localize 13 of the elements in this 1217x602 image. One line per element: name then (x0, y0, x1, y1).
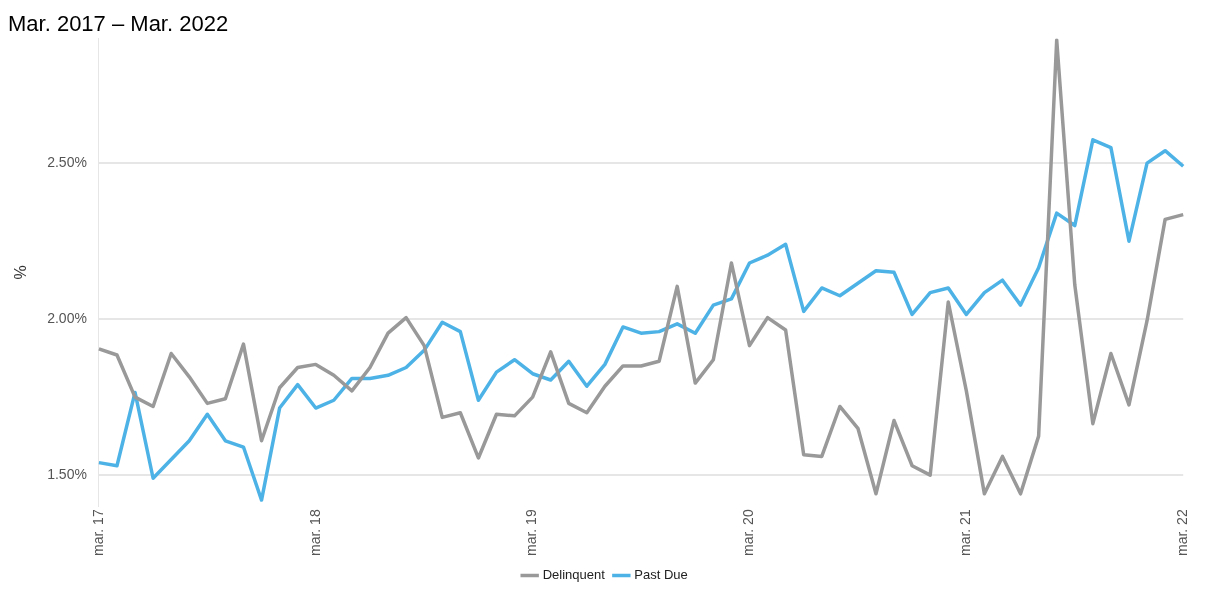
legend-label: Past Due (634, 567, 688, 583)
x-tick-label: mar. 20 (740, 509, 757, 557)
chart-title: Mar. 2017 – Mar. 2022 (8, 11, 229, 37)
legend-label: Delinquent (542, 567, 606, 583)
x-tick-label: mar. 21 (957, 509, 974, 557)
x-tick-label: mar. 17 (89, 509, 106, 557)
x-tick-label: mar. 18 (306, 509, 323, 557)
y-tick-label: 2.00% (47, 310, 87, 327)
x-tick-label: mar. 22 (1174, 509, 1191, 557)
y-axis-title: % (12, 265, 30, 280)
y-tick-label: 1.50% (47, 465, 87, 482)
x-tick-label: mar. 19 (523, 509, 540, 557)
y-tick-label: 2.50% (47, 154, 87, 171)
